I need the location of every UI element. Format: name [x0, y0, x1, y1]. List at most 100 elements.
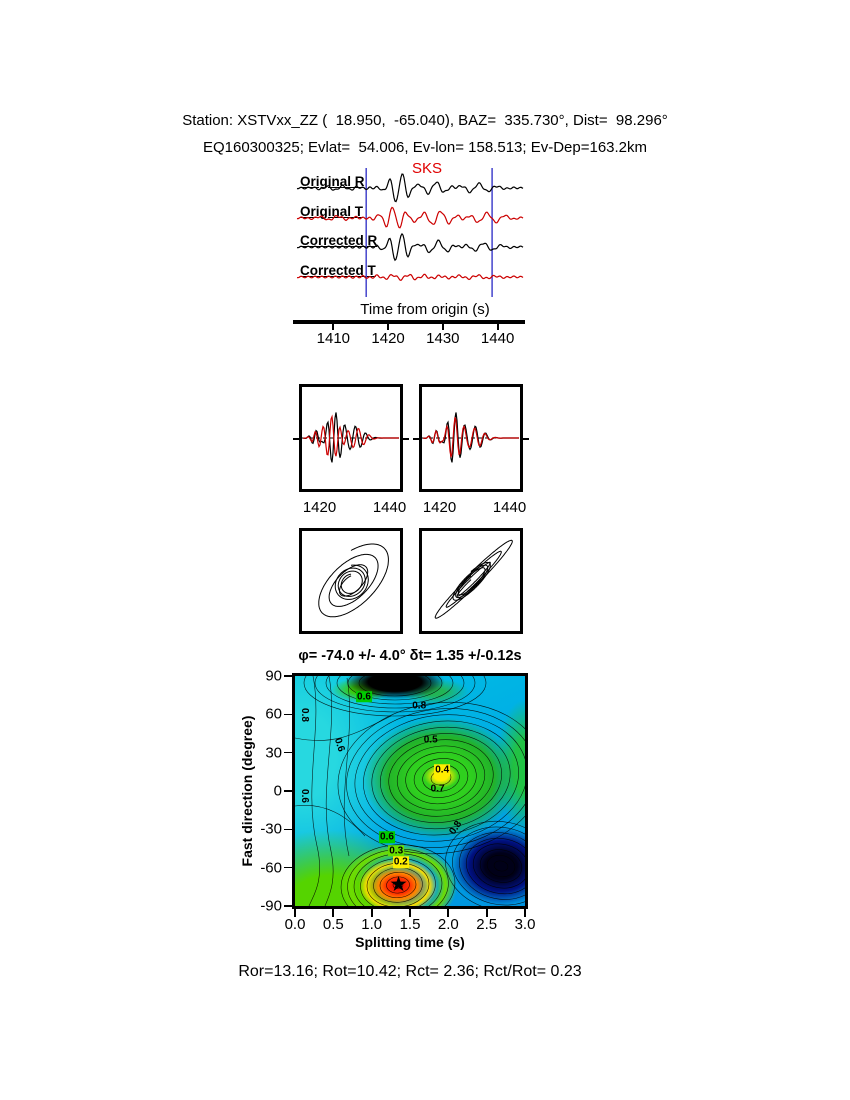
- contour-ytick-label: 0: [273, 782, 282, 800]
- quality-stats: Ror=13.16; Rot=10.42; Rct= 2.36; Rct/Rot…: [238, 963, 582, 980]
- particle-motion-corrected: [419, 528, 523, 634]
- midline-tick: [523, 438, 529, 440]
- time-tick-mark: [441, 324, 444, 330]
- contour-ytick-mark: [284, 751, 292, 754]
- midline-tick: [403, 438, 409, 440]
- contour-value-label: 0.7: [430, 782, 445, 794]
- window-t-path: [422, 417, 519, 458]
- contour-ring-center: [363, 720, 519, 836]
- midline-tick: [413, 438, 419, 440]
- header-event-info: EQ160300325; Evlat= 54.006, Ev-lon= 158.…: [202, 139, 648, 156]
- contour-value-label: 0.6: [379, 831, 395, 843]
- contour-ring-bottom-right: [445, 820, 525, 906]
- contour-ytick-mark: [284, 828, 292, 831]
- contour-ring-top: [303, 676, 487, 717]
- contour-line: [295, 715, 392, 741]
- contour-xtick-label: 0.0: [284, 916, 306, 933]
- contour-ring-center: [413, 758, 469, 798]
- contour-ring-bottom-right: [465, 837, 525, 895]
- contour-ring-bottom-right: [459, 832, 525, 900]
- time-axis-label: Time from origin (s): [360, 301, 490, 318]
- time-tick-mark: [496, 324, 499, 330]
- contour-value-label: 0.2: [392, 856, 409, 869]
- hodogram-original-path: [318, 543, 389, 618]
- waveform-traces-plot: [296, 168, 524, 297]
- contour-xtick-label: 1.0: [361, 916, 383, 933]
- contour-x-axis-label: Splitting time (s): [355, 934, 465, 950]
- contour-line: [308, 676, 320, 906]
- hodogram-corrected-path: [434, 539, 513, 619]
- contour-ring-top: [358, 676, 432, 697]
- midline-tick: [293, 438, 299, 440]
- contour-value-label: 0.3: [388, 845, 405, 857]
- time-tick-label: 1440: [480, 330, 515, 347]
- contour-ring-center: [337, 701, 525, 855]
- contour-value-label: 0.5: [423, 734, 438, 746]
- contour-ring-center: [396, 745, 486, 811]
- splitting-result-title: φ= -74.0 +/- 4.0° δt= 1.35 +/-0.12s: [298, 648, 522, 664]
- contour-ring-bottom-right: [493, 860, 509, 872]
- contour-ring-bottom-right: [452, 826, 525, 906]
- window-panel-corrected: [419, 384, 523, 492]
- contour-ring-center: [388, 739, 494, 817]
- contour-ring-center: [354, 714, 525, 842]
- trace-path-3: [296, 273, 524, 281]
- contour-value-label: 0.8: [412, 700, 427, 712]
- contour-ring-top: [336, 676, 454, 705]
- phase-pick-label: SKS: [412, 160, 443, 177]
- contour-ring-top: [369, 676, 421, 693]
- window-t-path: [302, 414, 399, 457]
- particle-motion-original: [299, 528, 403, 634]
- window-tick-label: 1420: [422, 499, 457, 516]
- contour-value-label: 0.8: [298, 708, 310, 723]
- contour-ytick-mark: [284, 866, 292, 869]
- contour-ring-top: [325, 676, 465, 709]
- contour-ytick-mark: [284, 790, 292, 792]
- contour-ring-minimum: [340, 844, 456, 906]
- misfit-contour-plot: 0.6 0.8 0.8 0.6 0.5 0.4 0.7 0.6 0.8 0.6 0.3 0.2 ★: [292, 673, 528, 909]
- contour-line: [343, 677, 350, 857]
- contour-ytick-mark: [284, 905, 292, 907]
- contour-xtick-mark: [294, 909, 296, 917]
- contour-line: [324, 676, 334, 906]
- window-panel-original: [299, 384, 403, 492]
- contour-ring-top: [380, 677, 410, 689]
- time-tick-label: 1410: [316, 330, 351, 347]
- contour-xtick-mark: [370, 909, 373, 917]
- window-waveform-corrected: [422, 412, 520, 463]
- hodogram-original: [318, 543, 389, 618]
- trace-label-corrected-t: Corrected T: [300, 263, 376, 278]
- contour-xtick-label: 1.5: [399, 916, 421, 933]
- trace-label-corrected-r: Corrected R: [300, 233, 378, 248]
- contour-ring-center: [405, 751, 477, 805]
- contour-xtick-mark: [485, 909, 488, 917]
- hodogram-original-inner-path: [334, 564, 369, 600]
- contour-ring-minimum: [386, 876, 410, 894]
- contour-ring-bottom-right: [486, 854, 516, 878]
- time-tick-label: 1430: [426, 330, 460, 347]
- header-station-info: Station: XSTVxx_ZZ ( 18.950, -65.040), B…: [182, 112, 668, 129]
- time-tick-mark: [332, 324, 335, 330]
- contour-ytick-label: -90: [260, 897, 282, 915]
- contour-xtick-mark: [447, 909, 450, 917]
- trace-path-1: [296, 206, 524, 229]
- window-tick-label: 1440: [492, 499, 527, 516]
- trace-path-2: [296, 232, 524, 262]
- hodogram-corrected: [434, 539, 513, 619]
- contour-xtick-label: 3.0: [514, 916, 536, 933]
- contour-ytick-label: 30: [265, 744, 282, 762]
- contour-value-label: 0.4: [434, 764, 451, 777]
- hodogram-corrected-inner-path: [452, 561, 491, 601]
- contour-xtick-label: 2.5: [476, 916, 498, 933]
- contour-ring-bottom-right: [472, 843, 525, 889]
- time-tick-mark: [387, 324, 390, 330]
- contour-xtick-mark: [524, 909, 526, 917]
- contour-xtick-label: 2.0: [437, 916, 459, 933]
- best-solution-star: ★: [389, 872, 408, 896]
- contour-ring-center: [379, 733, 503, 823]
- window-waveform-original: [302, 412, 400, 463]
- contour-xtick-mark: [409, 909, 411, 917]
- contour-ring-center: [346, 708, 525, 848]
- contour-line: [295, 805, 366, 837]
